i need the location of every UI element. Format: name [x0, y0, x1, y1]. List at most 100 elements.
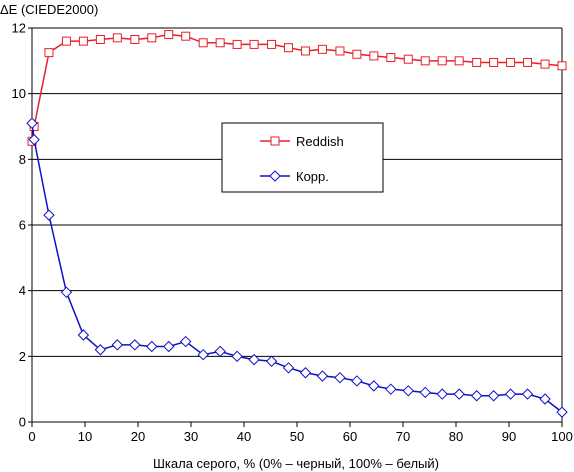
data-point-diamond [43, 209, 55, 221]
data-point-square [181, 31, 191, 41]
data-point-diamond [28, 133, 40, 146]
series-2 [26, 117, 568, 418]
data-point-diamond [419, 386, 431, 399]
data-point-square [300, 46, 310, 56]
x-tick-label: 90 [502, 429, 516, 444]
data-point-square [112, 33, 122, 43]
x-tick-label: 80 [449, 429, 463, 444]
data-point-diamond [282, 362, 295, 374]
y-axis-title: ΔE (CIEDE2000) [0, 2, 98, 17]
y-tick-label: 8 [19, 152, 26, 167]
data-point-square [472, 57, 482, 67]
data-point-square [540, 59, 550, 69]
data-point-square [147, 33, 157, 43]
x-tick-label: 50 [290, 429, 304, 444]
axes [28, 27, 563, 427]
x-tick-label: 30 [184, 429, 198, 444]
legend-entries: Reddish Корр. [260, 134, 344, 184]
legend-box [221, 122, 384, 193]
data-point-square [130, 34, 140, 44]
data-point-diamond [385, 383, 397, 395]
data-point-diamond [504, 388, 517, 400]
data-point-square [78, 36, 88, 46]
data-point-square [437, 56, 447, 66]
data-point-diamond [351, 375, 363, 387]
data-point-square [489, 57, 499, 67]
x-tick-label: 70 [396, 429, 410, 444]
data-point-diamond [77, 329, 90, 341]
x-tick-label: 20 [131, 429, 145, 444]
data-point-diamond [129, 339, 141, 351]
data-point-square [232, 39, 242, 49]
data-point-diamond [299, 367, 312, 379]
data-point-square [61, 36, 71, 46]
data-point-diamond [111, 339, 124, 351]
data-point-diamond [470, 390, 483, 402]
data-point-diamond [556, 406, 568, 418]
legend: Reddish Корр. [221, 122, 384, 193]
y-tick-label: 10 [12, 86, 26, 101]
x-tick-label: 0 [28, 429, 35, 444]
data-point-diamond [539, 393, 551, 405]
series-layer [26, 30, 568, 418]
data-point-square [164, 30, 174, 40]
data-point-square [198, 38, 208, 48]
x-axis-title: Шкала серого, % (0% – черный, 100% – бел… [153, 456, 439, 471]
data-point-diamond [402, 385, 415, 397]
data-point-square [352, 49, 362, 59]
y-tick-labels: 0 2 4 6 8 10 12 [12, 21, 26, 430]
y-tick-label: 0 [19, 415, 26, 430]
y-tick-label: 6 [19, 218, 26, 233]
data-point-square [284, 43, 294, 53]
data-point-square [270, 136, 280, 146]
legend-entry: Корр. [260, 169, 329, 184]
data-point-diamond [248, 353, 260, 366]
data-point-square [454, 56, 464, 66]
data-point-square [44, 48, 54, 58]
data-point-square [506, 57, 516, 67]
data-point-diamond [487, 390, 500, 402]
y-tick-label: 2 [19, 349, 26, 364]
data-point-diamond [60, 286, 73, 299]
x-tick-label: 60 [343, 429, 357, 444]
data-point-square [249, 39, 259, 49]
data-point-square [95, 34, 105, 44]
data-point-diamond [94, 344, 107, 356]
data-point-square [215, 38, 225, 48]
data-point-diamond [453, 388, 465, 400]
legend-label: Корр. [296, 169, 329, 184]
data-point-diamond [436, 388, 448, 400]
data-point-square [386, 53, 396, 63]
data-point-square [420, 56, 430, 66]
data-point-diamond [163, 340, 175, 353]
data-point-square [557, 61, 567, 71]
x-tick-label: 40 [237, 429, 251, 444]
y-tick-label: 4 [19, 283, 26, 298]
data-point-square [403, 54, 413, 64]
data-point-diamond [269, 170, 281, 182]
legend-entry: Reddish [260, 134, 344, 149]
data-point-diamond [265, 355, 278, 367]
data-point-diamond [231, 350, 243, 363]
gridlines [32, 27, 562, 357]
legend-label: Reddish [296, 134, 344, 149]
data-point-diamond [146, 340, 158, 353]
data-point-diamond [334, 371, 346, 384]
data-point-square [523, 57, 533, 67]
data-point-diamond [214, 345, 226, 358]
data-point-diamond [316, 370, 329, 382]
data-point-diamond [197, 348, 209, 361]
y-tick-label: 12 [12, 21, 26, 36]
data-point-square [369, 51, 379, 61]
x-tick-label: 100 [551, 429, 573, 444]
data-point-square [317, 44, 327, 54]
data-point-diamond [26, 117, 38, 129]
x-tick-labels: 0 10 20 30 40 50 60 70 80 90 100 [28, 429, 572, 444]
data-point-diamond [521, 388, 534, 400]
data-point-diamond [368, 380, 380, 392]
data-point-diamond [179, 335, 192, 348]
x-tick-label: 10 [78, 429, 92, 444]
data-point-square [335, 46, 345, 56]
series-1 [27, 30, 567, 146]
data-point-square [267, 39, 277, 49]
